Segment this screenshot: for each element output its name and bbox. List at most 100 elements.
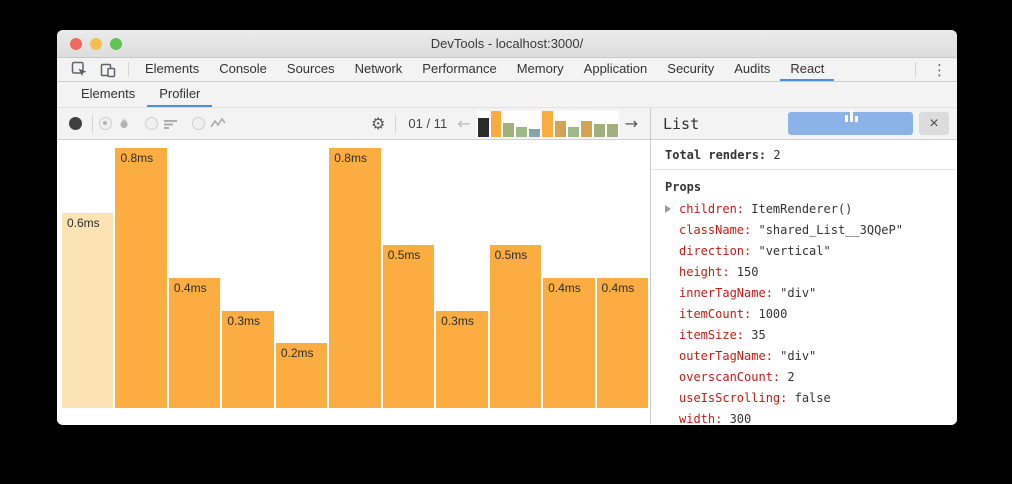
tab-react[interactable]: React (780, 58, 835, 81)
prop-row-className: className: "shared_List__3QQeP" (665, 219, 943, 240)
tab-elements[interactable]: Elements (145, 61, 200, 76)
minimap-snapshot-10[interactable] (593, 123, 605, 137)
tab-console[interactable]: Console (219, 61, 267, 76)
zoom-window-button[interactable] (110, 38, 122, 50)
commit-bar-10[interactable]: 0.4ms (543, 278, 595, 408)
prop-key: outerTagName: (679, 348, 781, 363)
total-renders-row: Total renders: 2 (651, 140, 957, 170)
total-renders-label: Total renders: (665, 148, 767, 162)
prop-key: overscanCount: (679, 369, 788, 384)
main-tab-items: Elements Console Sources Network Performance… (135, 58, 835, 81)
minimap-snapshot-6[interactable] (542, 110, 554, 137)
commit-bar-7[interactable]: 0.5ms (382, 245, 435, 408)
flamegraph-radio[interactable] (99, 117, 112, 130)
view-component-chart-button[interactable] (787, 109, 913, 135)
inspect-element-icon[interactable] (65, 58, 94, 81)
window-titlebar: DevTools - localhost:3000/ (57, 30, 957, 58)
toolbar-divider (915, 62, 916, 77)
minimap-snapshot-5[interactable] (529, 128, 541, 137)
toolbar-divider (128, 62, 129, 77)
ranked-bars-icon (164, 119, 177, 129)
prop-key: itemSize: (679, 327, 752, 342)
minimap-snapshot-1[interactable] (477, 117, 489, 137)
prop-row-children[interactable]: children: ItemRenderer() (665, 198, 943, 219)
prop-key: direction: (679, 243, 759, 258)
commit-bar-6[interactable]: 0.8ms (329, 148, 381, 408)
minimap-snapshot-4[interactable] (516, 126, 528, 137)
minimap-snapshot-7[interactable] (555, 120, 566, 137)
snapshot-minimap[interactable] (476, 110, 619, 137)
minimap-snapshot-8[interactable] (567, 126, 579, 137)
prop-row-itemSize: itemSize: 35 (665, 324, 943, 345)
props-section: Props children: ItemRenderer() className:… (651, 170, 957, 424)
inspect-cursor-glyph (71, 61, 87, 77)
prop-row-overscanCount: overscanCount: 2 (665, 366, 943, 387)
prop-row-width: width: 300 (665, 408, 943, 425)
prop-key: children: (679, 201, 752, 216)
prop-value: "vertical" (758, 243, 831, 258)
commit-bar-label: 0.5ms (387, 248, 421, 262)
tab-bar-spacer (834, 58, 909, 81)
tab-memory[interactable]: Memory (516, 61, 564, 76)
prop-value: "div" (780, 348, 817, 363)
toolbar-divider (395, 114, 397, 133)
profiler-toolbar: ⚙ 01 / 11 ← → (57, 108, 650, 140)
prop-key: useIsScrolling: (679, 390, 795, 405)
close-panel-button[interactable]: × (919, 112, 949, 135)
commit-bar-8[interactable]: 0.3ms (436, 311, 488, 408)
commit-bar-3[interactable]: 0.4ms (168, 278, 221, 408)
prop-key: width: (679, 411, 730, 425)
next-snapshot-arrow[interactable]: → (624, 114, 638, 133)
prop-value: "shared_List__3QQeP" (758, 222, 903, 237)
minimize-window-button[interactable] (90, 38, 102, 50)
profiler-content: ⚙ 01 / 11 ← → 0.6ms 0.8ms 0.4ms 0.3ms 0.2ms 0… (57, 108, 957, 424)
subtab-elements[interactable]: Elements (81, 86, 136, 101)
ranked-radio[interactable] (145, 117, 158, 130)
flamegraph-chart: 0.6ms 0.8ms 0.4ms 0.3ms 0.2ms 0.8ms 0.5ms 0.3ms… (57, 140, 650, 424)
component-panel-body: Total renders: 2 Props children: ItemRen… (651, 140, 957, 424)
tab-sources[interactable]: Sources (286, 61, 335, 76)
prop-value: 35 (751, 327, 766, 342)
ranked-view-toggle[interactable] (145, 117, 178, 131)
expand-caret-icon[interactable] (665, 204, 679, 213)
minimap-snapshot-11[interactable] (606, 123, 618, 137)
commit-bar-9[interactable]: 0.5ms (489, 245, 542, 408)
selected-component-name: List (663, 114, 700, 133)
commit-bar-label: 0.8ms (120, 151, 154, 165)
tab-application[interactable]: Application (583, 61, 648, 76)
minimap-snapshot-3[interactable] (503, 122, 515, 137)
commit-bar-5[interactable]: 0.2ms (275, 343, 328, 408)
prop-value: 300 (729, 411, 752, 425)
subtab-profiler[interactable]: Profiler (147, 82, 213, 107)
prop-value: 2 (787, 369, 795, 384)
commit-bar-4[interactable]: 0.3ms (222, 311, 274, 408)
more-options-icon[interactable]: ⋮ (932, 60, 947, 79)
flamegraph-view-toggle[interactable] (99, 117, 131, 131)
snapshot-pagination-label: 01 / 11 (408, 116, 448, 131)
commit-bar-11[interactable]: 0.4ms (596, 278, 648, 408)
tab-network[interactable]: Network (354, 61, 403, 76)
record-button[interactable] (69, 117, 82, 130)
devtools-window: DevTools - localhost:3000/ Elements Conso… (57, 30, 957, 425)
interactions-chart-icon (210, 117, 226, 127)
minimap-snapshot-9[interactable] (580, 120, 592, 137)
commit-bar-label: 0.4ms (173, 281, 207, 295)
tab-audits[interactable]: Audits (734, 61, 771, 76)
minimap-snapshot-2[interactable] (490, 110, 502, 137)
interactions-view-toggle[interactable] (192, 117, 226, 131)
settings-gear-icon[interactable]: ⚙ (371, 114, 386, 133)
commit-bar-2[interactable]: 0.8ms (115, 148, 167, 408)
prop-row-direction: direction: "vertical" (665, 240, 943, 261)
main-tab-bar: Elements Console Sources Network Performance… (57, 58, 957, 82)
commit-bar-1[interactable]: 0.6ms (62, 213, 114, 408)
tab-performance[interactable]: Performance (422, 61, 497, 76)
prop-row-itemCount: itemCount: 1000 (665, 303, 943, 324)
component-panel-header: List × (651, 108, 957, 140)
device-toolbar-icon[interactable] (94, 58, 122, 81)
tab-security[interactable]: Security (667, 61, 715, 76)
prop-key: innerTagName: (679, 285, 781, 300)
interactions-radio[interactable] (192, 117, 205, 130)
previous-snapshot-arrow[interactable]: ← (457, 114, 471, 133)
close-window-button[interactable] (70, 38, 82, 50)
